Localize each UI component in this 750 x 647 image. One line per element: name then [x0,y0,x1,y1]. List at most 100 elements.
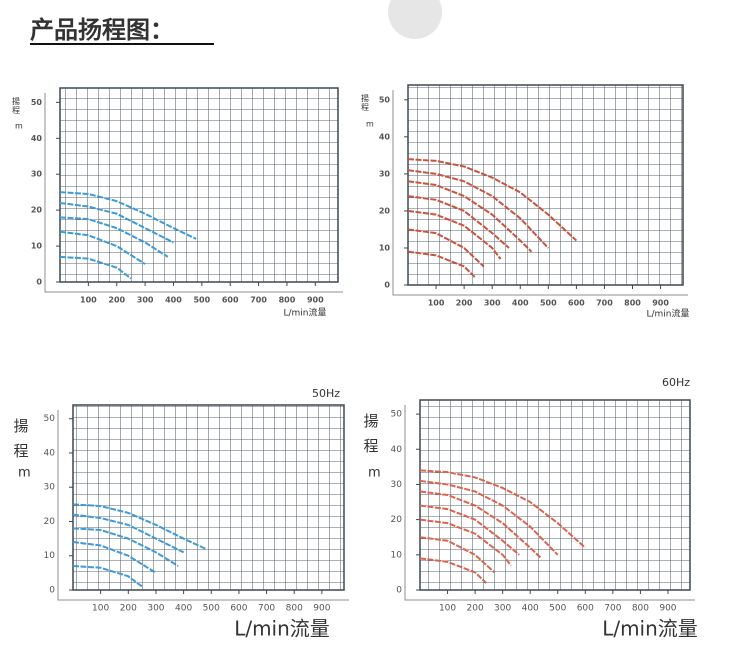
curve [419,490,542,560]
curve [419,536,496,574]
y-tick-label: 30 [391,480,403,490]
x-tick-label: 600 [577,604,594,614]
x-tick-label: 200 [456,299,473,308]
outer-axis [404,405,695,601]
y-tick-label: 20 [391,515,403,525]
x-tick-label: 900 [307,296,324,305]
x-tick-label: 700 [258,604,275,614]
y-tick-label: 20 [31,206,43,215]
x-tick-label: 500 [203,604,220,614]
x-tick-label: 500 [540,299,557,308]
y-tick-label: 0 [396,586,402,596]
y-tick-label: 50 [44,414,56,424]
x-tick-label: 600 [222,296,239,305]
y-tick-label: 10 [31,242,43,251]
y-tick-label: 10 [391,550,403,560]
plot-grid [407,84,684,286]
y-tick-label: 40 [379,132,391,141]
x-tick-label: 400 [522,604,539,614]
outer-axis [57,410,349,601]
plot-grid [59,87,339,283]
y-tick-label: 20 [44,517,56,527]
x-tick-label: 400 [512,299,529,308]
y-axis-label: 揚程 [12,418,30,468]
y-tick-label: 30 [44,483,56,493]
x-tick-label: 300 [484,299,501,308]
curve [407,180,533,253]
outer-axis [392,90,688,296]
curve [59,255,132,280]
curve [419,518,512,566]
x-axis-label: L/min流量 [234,617,330,641]
outer-axis [44,93,343,293]
y-axis-unit: m [368,466,381,481]
y-tick-label: 10 [379,243,391,252]
x-tick-label: 800 [279,296,296,305]
chart: 0 10 20 30 40 50 100 200 300 400 500 600 700 800 900 揚程… [12,87,343,319]
x-tick-label: 200 [108,296,125,305]
curve [419,557,487,584]
x-tick-label: 300 [147,604,164,614]
y-axis-unit: m [366,120,374,129]
x-axis-label: L/min流量 [646,308,689,320]
x-tick-label: 300 [494,604,511,614]
x-axis-label: L/min流量 [283,307,326,319]
x-tick-label: 700 [596,299,613,308]
y-tick-label: 0 [49,586,55,596]
curve [72,527,179,567]
x-tick-label: 100 [428,299,445,308]
x-tick-label: 400 [165,296,182,305]
x-tick-label: 100 [92,604,109,614]
y-tick-label: 10 [44,551,56,561]
chart: 0 10 20 30 40 50 100 200 300 400 500 600 700 800 900 揚程… [361,84,690,320]
x-tick-label: 300 [137,296,154,305]
chart: 0 10 20 30 40 50 100 200 300 400 500 600 700 800 900 揚程… [362,376,698,641]
y-axis-label: 揚程 [362,413,380,463]
chart: 0 10 20 30 40 50 100 200 300 400 500 600 700 800 900 揚程… [12,387,349,641]
curve [59,216,169,258]
curve [72,565,143,588]
curve [72,541,157,574]
curve [59,230,146,265]
y-tick-label: 40 [31,134,43,143]
curve [59,201,174,244]
y-tick-label: 50 [391,410,403,420]
curve [407,195,510,249]
y-axis-label: 揚程 [361,93,370,112]
x-tick-label: 800 [632,604,649,614]
y-axis-label: 揚程 [12,96,21,115]
x-tick-label: 100 [80,296,97,305]
curve [72,503,207,550]
curve [407,169,550,249]
y-tick-label: 30 [31,170,43,179]
annotation: 50Hz [312,387,340,400]
annotation: 60Hz [662,376,690,389]
curve [419,479,559,556]
x-tick-label: 200 [467,604,484,614]
plot-grid [419,399,691,591]
x-tick-label: 500 [549,604,566,614]
x-tick-label: 200 [120,604,137,614]
x-tick-label: 100 [439,604,456,614]
page-title: 产品扬程图： [30,16,174,44]
curve [407,250,477,279]
y-tick-label: 30 [379,169,391,178]
decor-circle [388,0,442,39]
curve [72,513,185,554]
x-tick-label: 500 [193,296,210,305]
x-tick-label: 800 [624,299,641,308]
x-tick-label: 600 [568,299,585,308]
y-tick-label: 40 [44,448,56,458]
x-tick-label: 900 [652,299,669,308]
curve [59,191,197,240]
curve [419,469,586,549]
curve [407,158,578,242]
x-tick-label: 700 [604,604,621,614]
x-tick-label: 900 [659,604,676,614]
y-tick-label: 20 [379,206,391,215]
x-tick-label: 400 [175,604,192,614]
x-axis-label: L/min流量 [602,617,698,641]
y-tick-label: 50 [379,95,391,104]
y-tick-label: 0 [384,281,390,290]
